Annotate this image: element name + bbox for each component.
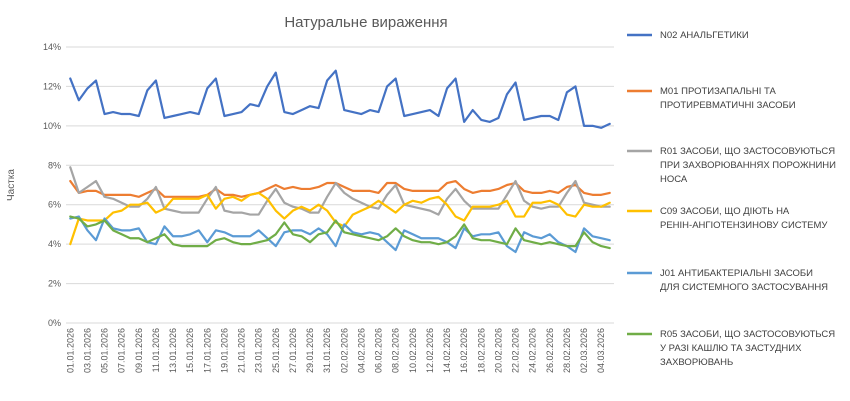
x-tick-label: 03.01.2026: [82, 328, 92, 373]
x-tick-label: 18.02.2026: [476, 328, 486, 373]
y-tick-label: 0%: [48, 318, 61, 328]
x-tick-label: 29.01.2026: [305, 328, 315, 373]
y-axis-title: Частка: [6, 169, 17, 201]
series-line-1: [69, 179, 611, 198]
series-lines: [69, 69, 611, 254]
x-tick-label: 06.02.2026: [374, 328, 384, 373]
y-tick-label: 12%: [43, 81, 61, 91]
x-tick-label: 10.02.2026: [408, 328, 418, 373]
x-tick-label: 21.01.2026: [237, 328, 247, 373]
x-tick-label: 20.02.2026: [493, 328, 503, 373]
x-tick-label: 23.01.2026: [254, 328, 264, 373]
y-tick-label: 10%: [43, 121, 61, 131]
y-tick-label: 14%: [43, 42, 61, 52]
x-tick-label: 08.02.2026: [391, 328, 401, 373]
legend: N02 АНАЛЬГЕТИКИ M01 ПРОТИЗАПАЛЬНІ ТА ПРОТИ…: [627, 30, 836, 368]
legend-label-1: M01 ПРОТИЗАПАЛЬНІ ТА ПРОТИРЕВМАТИЧНІ ЗАСО…: [660, 86, 796, 111]
x-tick-label: 26.02.2026: [545, 328, 555, 373]
y-axis-ticks: 0% 2% 4% 6% 8% 10% 12% 14%: [43, 42, 61, 328]
legend-label-0: N02 АНАЛЬГЕТИКИ: [660, 30, 749, 41]
x-axis-ticks: 01.01.2026 03.01.2026 05.01.2026 07.01.2026…: [65, 328, 606, 373]
series-line-2: [69, 166, 611, 216]
series-line-4: [69, 215, 611, 254]
x-tick-label: 31.01.2026: [322, 328, 332, 373]
legend-label-3: C09 ЗАСОБИ, ЩО ДІЮТЬ НА РЕНІН-АНГІОТЕНЗИН…: [660, 206, 828, 231]
y-tick-label: 4%: [48, 239, 61, 249]
x-tick-label: 17.01.2026: [202, 328, 212, 373]
series-line-3: [69, 191, 611, 246]
x-tick-label: 01.01.2026: [65, 328, 75, 373]
x-tick-label: 22.02.2026: [511, 328, 521, 373]
x-tick-label: 14.02.2026: [442, 328, 452, 373]
y-tick-label: 6%: [48, 200, 61, 210]
legend-label-2: R01 ЗАСОБИ, ЩО ЗАСТОСОВУЮТЬСЯ ПРИ ЗАХВОРЮ…: [660, 146, 836, 185]
x-tick-label: 07.01.2026: [117, 328, 127, 373]
legend-label-4: J01 АНТИБАКТЕРІАЛЬНІ ЗАСОБИ ДЛЯ СИСТЕМНОГ…: [660, 268, 828, 293]
legend-label-5: R05 ЗАСОБИ, ЩО ЗАСТОСОВУЮТЬСЯ У РАЗІ КАШЛ…: [660, 329, 835, 368]
x-tick-label: 25.01.2026: [271, 328, 281, 373]
x-tick-label: 13.01.2026: [168, 328, 178, 373]
x-tick-label: 04.03.2026: [596, 328, 606, 373]
x-tick-label: 09.01.2026: [134, 328, 144, 373]
y-tick-label: 2%: [48, 279, 61, 289]
x-tick-label: 02.02.2026: [339, 328, 349, 373]
x-tick-label: 11.01.2026: [151, 328, 161, 372]
x-tick-label: 05.01.2026: [100, 328, 110, 373]
x-tick-label: 24.02.2026: [528, 328, 538, 373]
x-tick-label: 15.01.2026: [185, 328, 195, 373]
x-tick-label: 19.01.2026: [219, 328, 229, 373]
series-line-5: [69, 215, 611, 250]
x-tick-label: 02.03.2026: [579, 328, 589, 373]
x-tick-label: 28.02.2026: [562, 328, 572, 373]
x-tick-label: 27.01.2026: [288, 328, 298, 373]
x-tick-label: 16.02.2026: [459, 328, 469, 373]
series-line-0: [69, 69, 611, 129]
x-tick-label: 04.02.2026: [356, 328, 366, 373]
chart-title: Натуральне вираження: [284, 14, 447, 31]
gridlines: [66, 46, 614, 285]
x-tick-label: 12.02.2026: [425, 328, 435, 373]
y-tick-label: 8%: [48, 160, 61, 170]
